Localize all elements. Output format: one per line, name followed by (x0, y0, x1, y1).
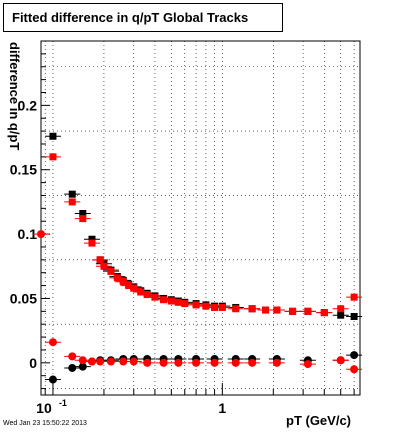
data-point (304, 307, 312, 315)
data-point (174, 298, 182, 306)
y-axis-label-text: difference in q/pT (7, 42, 22, 151)
data-point (159, 358, 168, 367)
data-point (350, 365, 359, 374)
data-point (218, 303, 226, 311)
x-tick-label-exponent: -1 (59, 398, 67, 408)
data-point (88, 239, 96, 247)
data-point (96, 256, 104, 264)
y-axis-label: difference in q/pT (6, 40, 22, 160)
data-point (129, 357, 138, 366)
data-point (303, 360, 312, 369)
data-point (350, 293, 358, 301)
data-point (37, 230, 45, 239)
data-point (68, 198, 76, 206)
data-point (68, 352, 77, 361)
data-point (160, 296, 168, 304)
data-point (320, 309, 328, 317)
plot-frame (40, 40, 361, 396)
data-point (248, 358, 257, 367)
data-point (192, 358, 201, 367)
data-point (78, 356, 87, 365)
data-point (350, 312, 358, 320)
data-point (87, 357, 96, 366)
data-point (100, 262, 108, 270)
data-point (107, 267, 115, 275)
data-point (262, 306, 270, 314)
x-axis-label: pT (GeV/c) (286, 413, 352, 428)
data-point (96, 357, 105, 366)
data-point (68, 363, 77, 372)
data-point (79, 209, 87, 217)
data-point (231, 358, 240, 367)
timestamp: Wed Jan 23 15:50:22 2013 (3, 420, 87, 427)
data-point (137, 288, 145, 296)
data-point (192, 301, 200, 309)
data-point (202, 302, 210, 310)
data-point (210, 358, 219, 367)
data-point (232, 305, 240, 313)
data-point (106, 357, 115, 366)
data-point (48, 375, 57, 384)
data-point (79, 215, 87, 223)
data-point (119, 357, 128, 366)
y-tick-label: 0.15 (10, 162, 37, 178)
y-tick-label: 0 (29, 355, 37, 371)
data-point (272, 358, 281, 367)
data-points (33, 132, 363, 384)
chart-title: Fitted difference in q/pT Global Tracks (3, 3, 283, 32)
data-point (49, 132, 57, 140)
data-point (337, 311, 345, 319)
data-point (113, 274, 121, 282)
data-point (119, 278, 127, 286)
data-point (248, 305, 256, 313)
data-point (174, 358, 183, 367)
data-point (350, 351, 359, 360)
y-tick-label: 0.2 (18, 97, 38, 113)
data-point (273, 306, 281, 314)
data-point (337, 305, 345, 313)
data-point (78, 362, 87, 371)
data-point (151, 293, 159, 301)
data-point (88, 235, 96, 243)
y-tick-label: 0.1 (18, 226, 38, 242)
data-point (289, 307, 297, 315)
data-point (48, 338, 57, 347)
data-point (167, 297, 175, 305)
data-point (336, 356, 345, 365)
data-point (181, 300, 189, 308)
grid-lines (41, 41, 360, 395)
y-tick-label: 0.05 (10, 290, 37, 306)
data-point (130, 284, 138, 292)
axes: 0 0.05 0.1 0.15 0.2 10 -1 1 (10, 53, 355, 416)
data-point (143, 358, 152, 367)
data-point (68, 190, 76, 198)
data-point (49, 153, 57, 161)
data-point (125, 282, 133, 290)
chart-title-text: Fitted difference in q/pT Global Tracks (12, 10, 249, 25)
x-tick-label: 10 (36, 400, 52, 416)
x-tick-label: 1 (218, 400, 226, 416)
data-point (143, 291, 151, 299)
